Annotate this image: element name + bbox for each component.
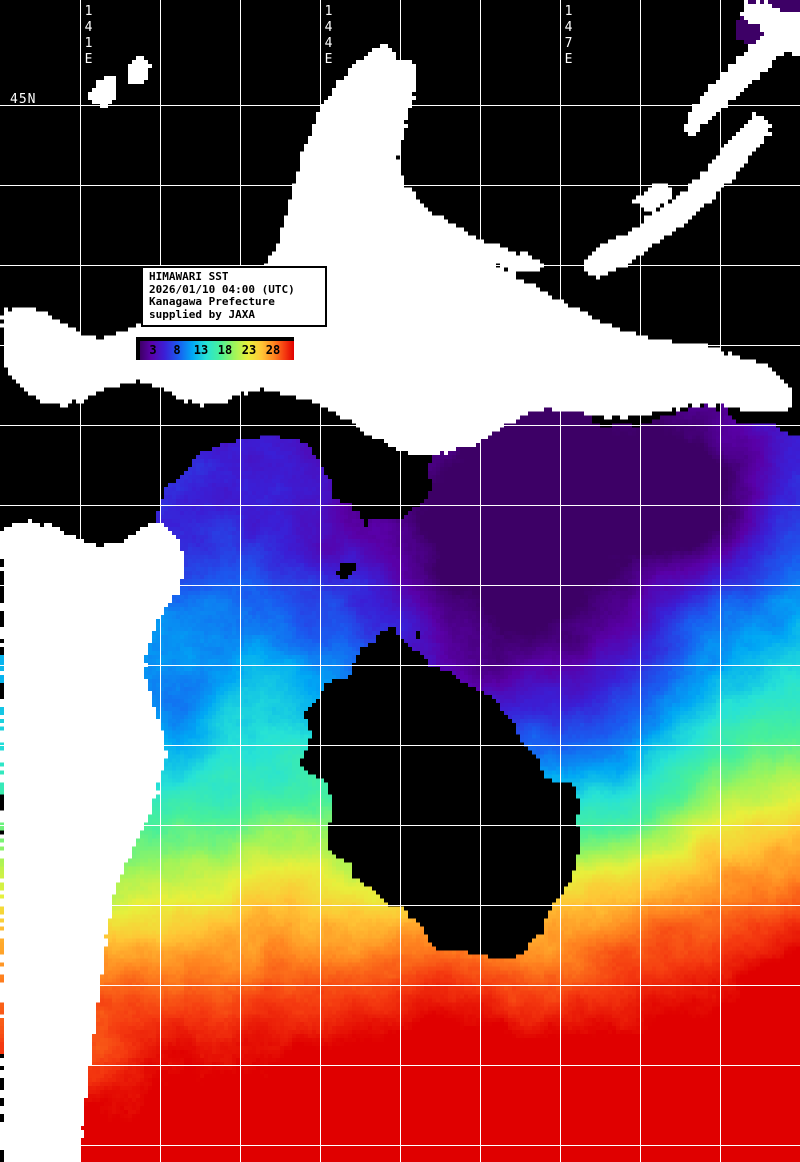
longitude-label-144e: 144E (321, 4, 336, 68)
latitude-label-45n: 45N (10, 92, 37, 107)
info-region: Kanagawa Prefecture (149, 295, 275, 308)
sst-colorbar: 3 8 13 18 23 28 (136, 337, 294, 360)
colorbar-tick-28: 28 (265, 343, 281, 357)
info-time: 2026/01/10 04:00 (UTC) (149, 282, 295, 296)
info-box: HIMAWARI SST 2026/01/10 04:00 (UTC) Kana… (141, 266, 327, 327)
colorbar-tick-13: 13 (193, 343, 209, 357)
colorbar-tick-3: 3 (149, 343, 157, 357)
longitude-label-147e: 147E (561, 4, 576, 68)
colorbar-tick-18: 18 (217, 343, 233, 357)
info-source: supplied by JAXA (149, 307, 255, 321)
info-title: HIMAWARI SST (149, 270, 229, 283)
longitude-label-141e: 141E (81, 4, 96, 68)
colorbar-tick-8: 8 (173, 343, 181, 357)
colorbar-tick-23: 23 (241, 343, 257, 357)
colorbar-gradient (140, 341, 294, 360)
